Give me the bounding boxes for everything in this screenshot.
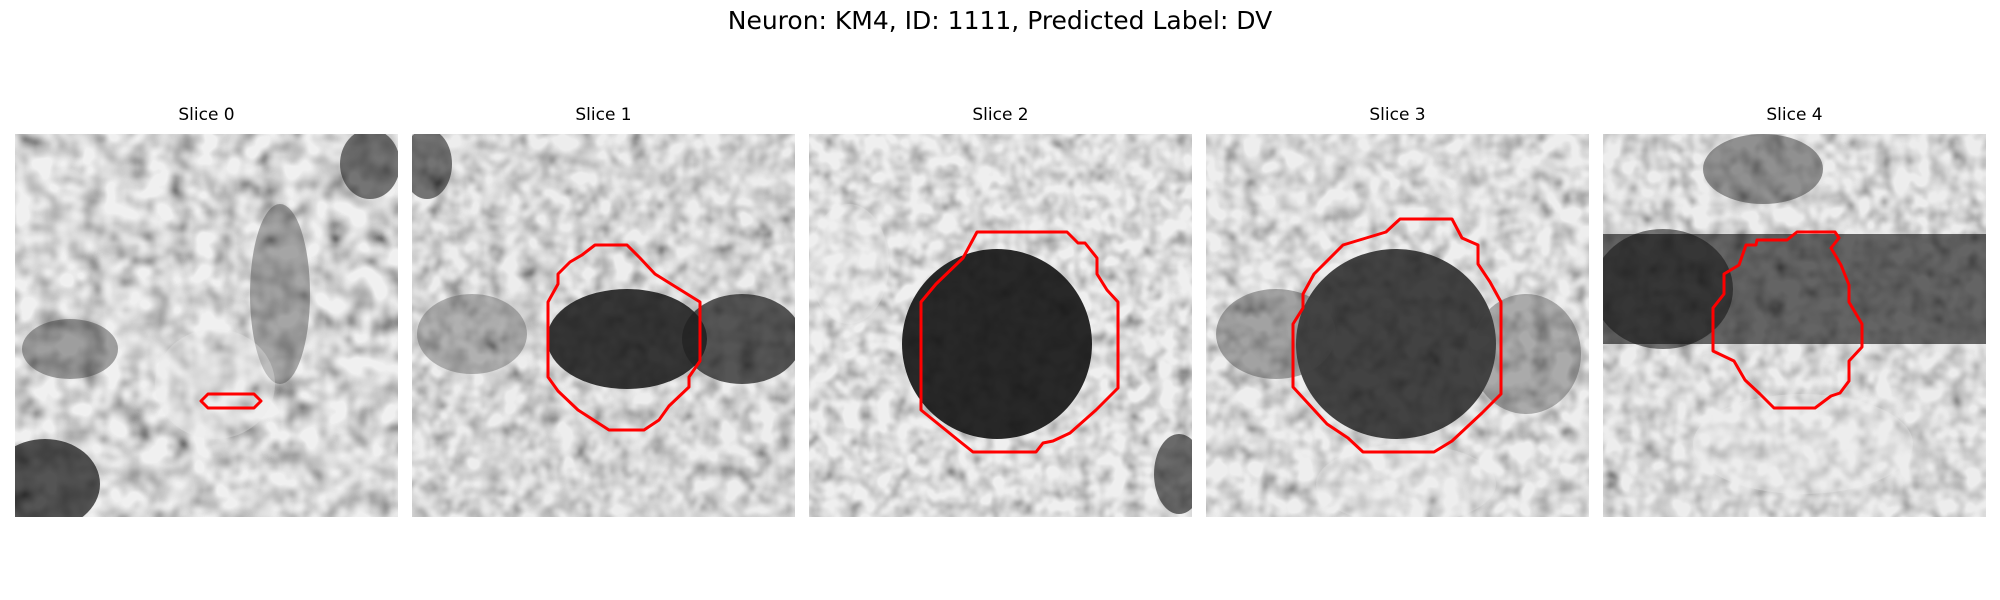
cell-contour xyxy=(546,243,702,432)
slice-image xyxy=(809,134,1192,517)
slice-image xyxy=(412,134,795,517)
slice-title: Slice 3 xyxy=(1369,105,1426,125)
cell-contour xyxy=(199,392,263,410)
slice-image xyxy=(15,134,398,517)
cell-contour xyxy=(1711,230,1864,410)
slice-image xyxy=(1206,134,1589,517)
slice-title: Slice 0 xyxy=(178,105,235,125)
slice-title: Slice 4 xyxy=(1766,105,1823,125)
cell-contour xyxy=(1291,217,1503,454)
cell-contour xyxy=(919,230,1120,454)
slice-image xyxy=(1603,134,1986,517)
figure-title: Neuron: KM4, ID: 1111, Predicted Label: … xyxy=(727,6,1273,35)
slice-title: Slice 1 xyxy=(575,105,632,125)
slice-title: Slice 2 xyxy=(972,105,1029,125)
